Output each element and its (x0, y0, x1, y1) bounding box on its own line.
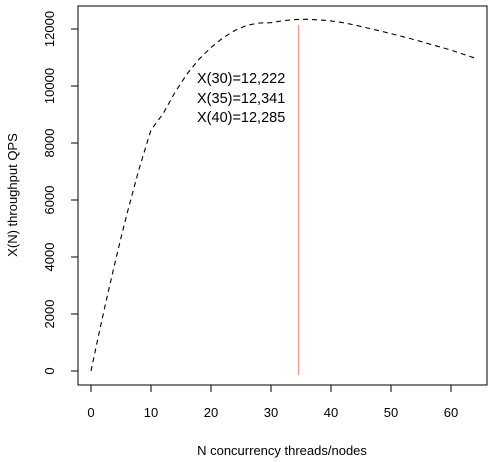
y-tick-label: 6000 (42, 186, 57, 215)
annotation-x30: X(30)=12,222 (197, 71, 285, 87)
x-tick-label: 50 (384, 405, 398, 420)
annotation-x40: X(40)=12,285 (197, 110, 285, 126)
y-tick-label: 0 (42, 367, 57, 374)
x-axis: 0 10 20 30 40 50 60 (87, 384, 458, 420)
x-tick-label: 0 (87, 405, 94, 420)
x-tick-label: 40 (324, 405, 338, 420)
x-tick-label: 30 (264, 405, 278, 420)
y-axis: 0 2000 4000 6000 8000 10000 12000 (42, 11, 79, 375)
y-tick-label: 2000 (42, 300, 57, 329)
plot-frame (77, 5, 488, 386)
y-tick-label: 10000 (42, 68, 57, 104)
y-axis-title: X(N) throughput QPS (5, 133, 20, 257)
y-tick-label: 4000 (42, 243, 57, 272)
y-tick-label: 8000 (42, 129, 57, 158)
x-tick-label: 20 (204, 405, 218, 420)
x-tick-label: 10 (144, 405, 158, 420)
throughput-curve (90, 18, 476, 372)
annotation-x35: X(35)=12,341 (197, 91, 285, 107)
x-axis-title: N concurrency threads/nodes (197, 443, 367, 458)
x-tick-label: 60 (444, 405, 458, 420)
y-tick-label: 12000 (42, 11, 57, 47)
